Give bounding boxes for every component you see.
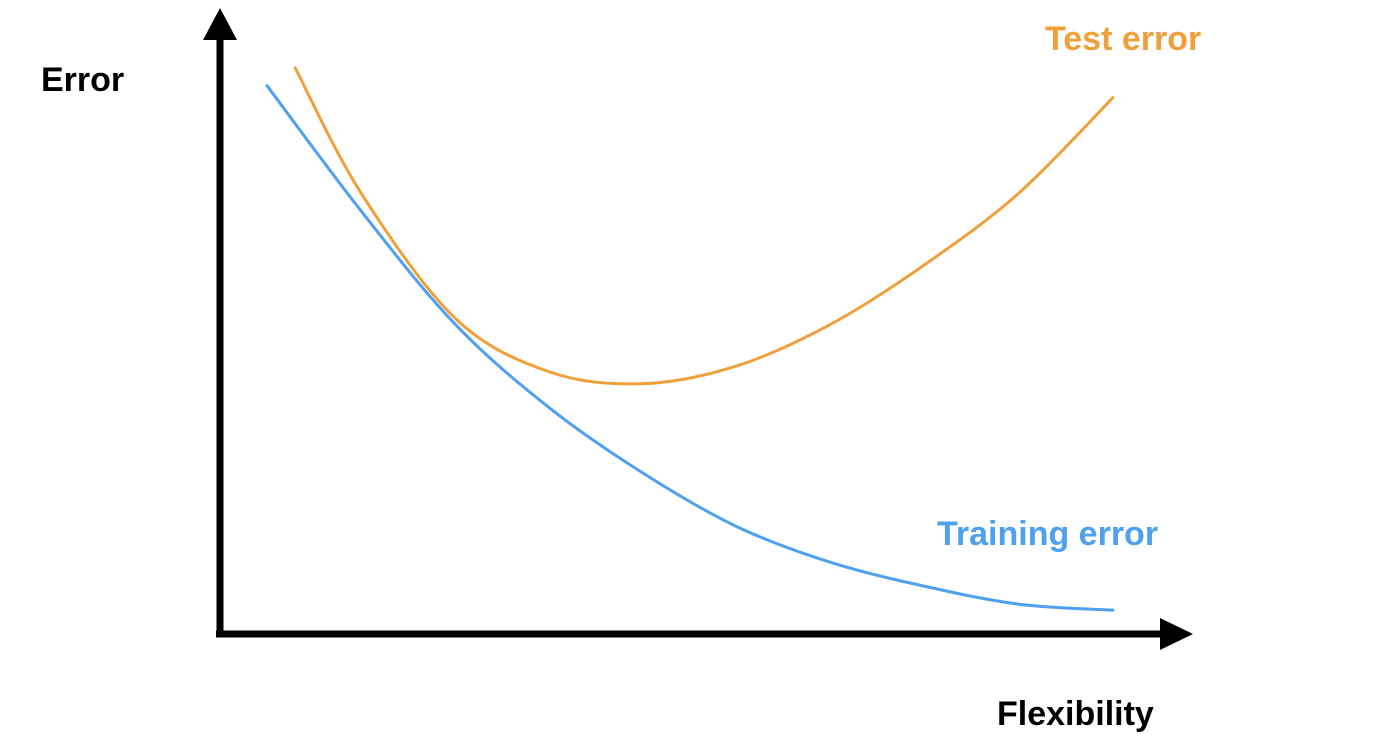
x-axis-arrowhead (1160, 618, 1193, 650)
x-axis-label: Flexibility (997, 695, 1154, 733)
series-label-training-error: Training error (937, 515, 1158, 553)
series-line-training-error (265, 84, 1115, 612)
axes (203, 8, 1193, 650)
series-line-test-error (293, 66, 1115, 386)
y-axis-label: Error (41, 61, 124, 99)
series-label-test-error: Test error (1045, 20, 1201, 58)
y-axis-arrowhead (203, 8, 237, 40)
series-layer (265, 66, 1115, 612)
